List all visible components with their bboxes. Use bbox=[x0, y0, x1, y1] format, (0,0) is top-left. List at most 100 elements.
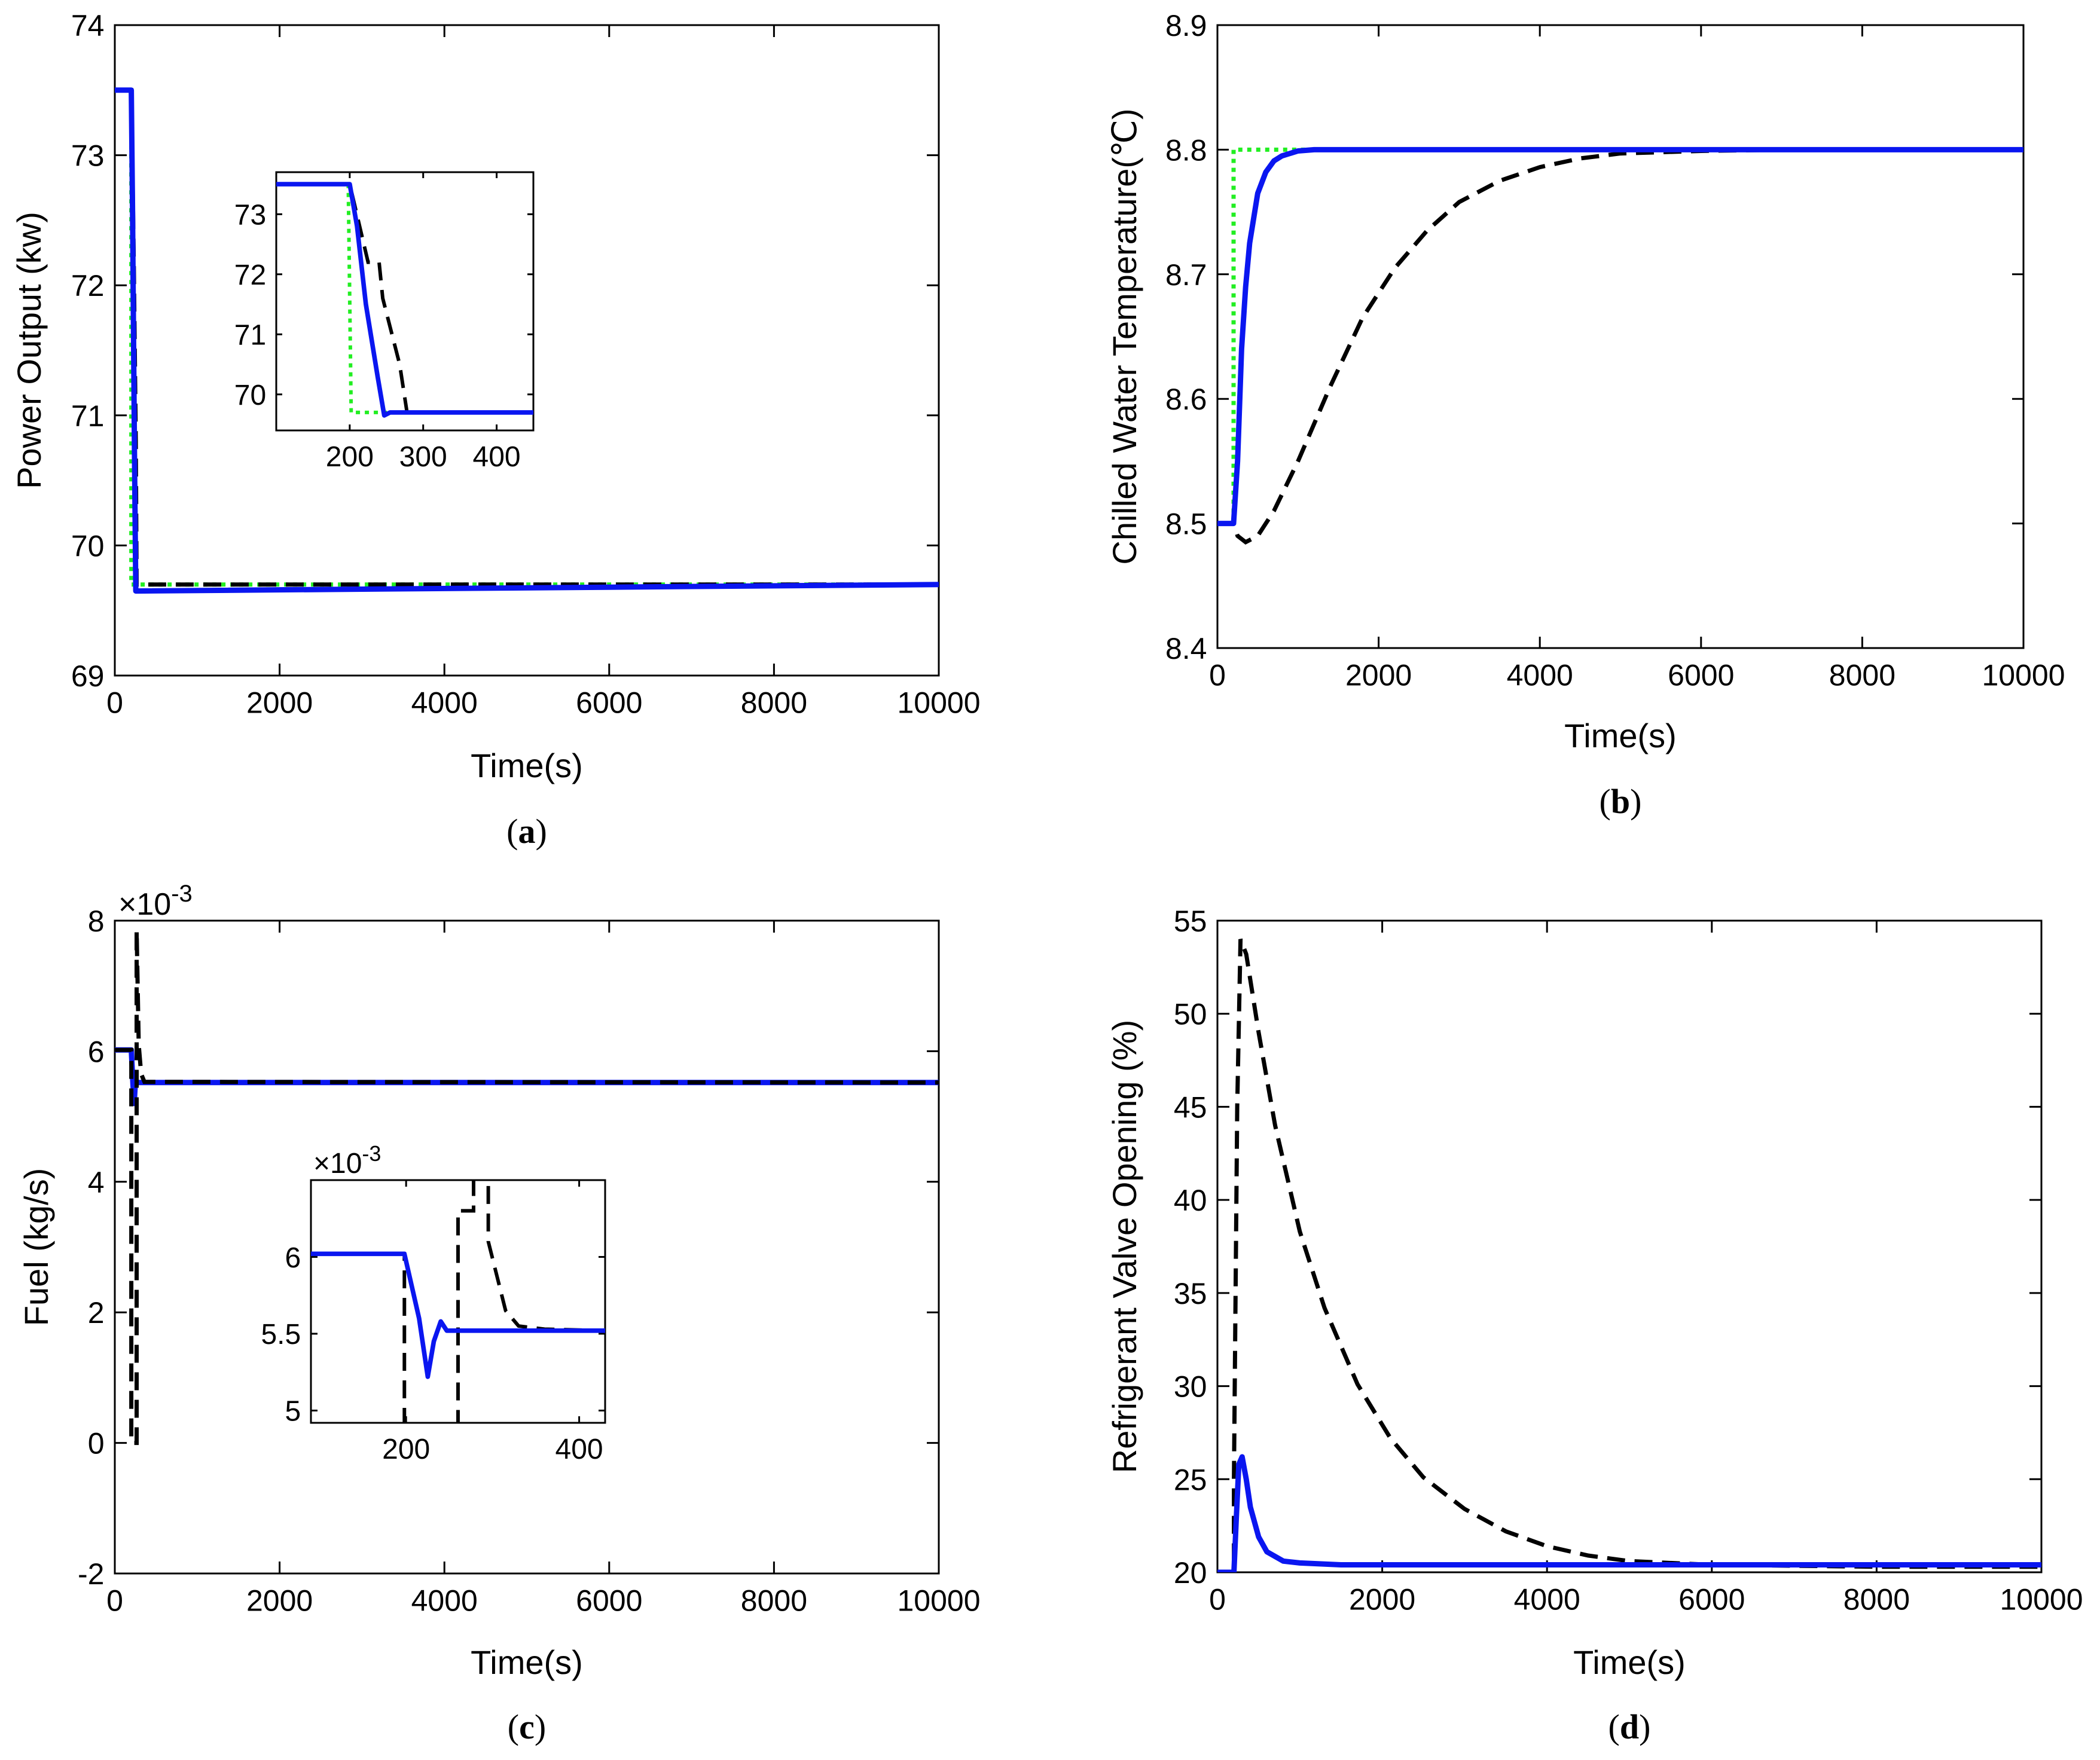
y-axis-label: Chilled Water Temperature(℃) bbox=[1106, 108, 1143, 564]
panel-caption: (c) bbox=[508, 1707, 546, 1746]
inset-y-tick-label: 72 bbox=[234, 259, 266, 291]
x-tick-label: 6000 bbox=[576, 686, 642, 720]
panel-caption: (d) bbox=[1608, 1707, 1651, 1746]
y-tick-label: 4 bbox=[88, 1166, 105, 1199]
inset-x-tick-label: 200 bbox=[326, 441, 374, 473]
series-black-dashed bbox=[115, 930, 939, 1446]
y-tick-label: 71 bbox=[71, 399, 105, 433]
exponent-power: -3 bbox=[171, 881, 193, 907]
inset-frame bbox=[275, 171, 535, 432]
y-tick-label: 73 bbox=[71, 139, 105, 173]
inset-x-tick-label: 400 bbox=[473, 441, 521, 473]
y-tick-label: 8.5 bbox=[1165, 508, 1207, 541]
inset-exponent-base: ×10 bbox=[313, 1148, 362, 1180]
x-tick-label: 0 bbox=[106, 1584, 123, 1618]
y-tick-label: 55 bbox=[1174, 905, 1207, 938]
y-tick-label: -2 bbox=[78, 1557, 104, 1591]
panel-letter: a bbox=[518, 812, 536, 851]
exponent-label: ×10-3 bbox=[118, 881, 193, 922]
inset-exponent-power: -3 bbox=[362, 1141, 381, 1166]
x-axis-label: Time(s) bbox=[1573, 1643, 1686, 1681]
y-tick-label: 70 bbox=[71, 529, 105, 563]
series-blue-solid bbox=[1217, 1454, 2041, 1572]
inset-y-tick-label: 73 bbox=[234, 200, 266, 231]
x-tick-label: 4000 bbox=[1514, 1583, 1580, 1617]
x-tick-label: 10000 bbox=[2000, 1583, 2083, 1617]
series-black-dashed bbox=[1217, 938, 2041, 1572]
y-tick-label: 6 bbox=[88, 1035, 105, 1068]
series-blue-solid bbox=[311, 1251, 605, 1379]
panel-caption: (a) bbox=[506, 812, 547, 851]
series-blue-solid bbox=[115, 1047, 939, 1107]
y-tick-label: 50 bbox=[1174, 998, 1207, 1031]
y-tick-label: 72 bbox=[71, 269, 105, 302]
series-green-dotted bbox=[1217, 147, 2023, 526]
y-tick-label: 8.8 bbox=[1165, 133, 1207, 167]
x-tick-label: 2000 bbox=[246, 686, 313, 720]
inset-y-tick-label: 71 bbox=[234, 320, 266, 352]
panel-d: 0 2000 4000 6000 8000 10000 20 25 30 35 40 45 50 55 T… bbox=[1106, 905, 2083, 1746]
y-tick-label: 0 bbox=[88, 1427, 105, 1460]
series-black-dashed bbox=[311, 1180, 605, 1423]
y-tick-label: 35 bbox=[1174, 1277, 1207, 1310]
x-tick-label: 8000 bbox=[1843, 1583, 1910, 1617]
inset-y-tick-label: 5.5 bbox=[261, 1319, 301, 1350]
y-tick-label: 74 bbox=[71, 9, 105, 42]
inset-y-tick-label: 5 bbox=[285, 1396, 301, 1428]
inset-y-tick-label: 70 bbox=[234, 380, 266, 411]
plot-frame bbox=[1216, 24, 2025, 649]
x-axis-label: Time(s) bbox=[471, 747, 583, 784]
x-tick-label: 8000 bbox=[741, 1584, 807, 1618]
x-tick-label: 10000 bbox=[897, 686, 980, 720]
y-tick-label: 8.7 bbox=[1165, 258, 1207, 292]
inset-x-tick-label: 200 bbox=[382, 1434, 430, 1465]
y-tick-label: 8.6 bbox=[1165, 383, 1207, 416]
y-tick-label: 25 bbox=[1174, 1463, 1207, 1496]
y-tick-label: 30 bbox=[1174, 1370, 1207, 1404]
x-tick-label: 0 bbox=[106, 686, 123, 720]
x-tick-label: 6000 bbox=[576, 1584, 642, 1618]
y-tick-label: 8 bbox=[88, 905, 105, 938]
y-tick-label: 8.4 bbox=[1165, 632, 1207, 665]
panel-caption: (b) bbox=[1600, 782, 1642, 821]
inset-x-tick-label: 300 bbox=[399, 441, 447, 473]
x-tick-label: 6000 bbox=[1668, 659, 1734, 692]
x-tick-label: 4000 bbox=[411, 686, 478, 720]
x-tick-label: 2000 bbox=[1345, 659, 1412, 692]
series-black-dashed bbox=[1217, 147, 2023, 545]
x-tick-label: 0 bbox=[1209, 1583, 1226, 1617]
inset-x-tick-label: 400 bbox=[555, 1434, 603, 1465]
x-tick-label: 10000 bbox=[897, 1584, 980, 1618]
y-axis-label: Power Output (kw) bbox=[10, 212, 48, 489]
panel-letter: d bbox=[1620, 1707, 1639, 1746]
x-tick-label: 8000 bbox=[1829, 659, 1896, 692]
panel-b: 0 2000 4000 6000 8000 10000 8.4 8.5 8.6 8.7 8.8 8.9… bbox=[1106, 9, 2065, 821]
series-blue-solid bbox=[115, 87, 939, 594]
y-axis-label: Refrigerant Valve Opening (%) bbox=[1106, 1020, 1143, 1473]
x-tick-label: 2000 bbox=[1349, 1583, 1415, 1617]
y-tick-label: 8.9 bbox=[1165, 9, 1207, 42]
y-tick-label: 45 bbox=[1174, 1090, 1207, 1124]
x-axis-label: Time(s) bbox=[471, 1643, 583, 1681]
plot-frame bbox=[1216, 919, 2043, 1573]
x-tick-label: 8000 bbox=[741, 686, 807, 720]
panel-a: 0 2000 4000 6000 8000 10000 69 70 71 72 73 74 200 30… bbox=[10, 9, 981, 851]
x-tick-label: 2000 bbox=[246, 1584, 313, 1618]
x-tick-label: 0 bbox=[1209, 659, 1226, 692]
exponent-base: ×10 bbox=[118, 887, 171, 922]
y-tick-label: 40 bbox=[1174, 1184, 1207, 1217]
panel-letter: b bbox=[1611, 782, 1630, 821]
x-tick-label: 10000 bbox=[1982, 659, 2065, 692]
y-tick-label: 69 bbox=[71, 659, 105, 693]
x-axis-label: Time(s) bbox=[1564, 717, 1677, 754]
x-tick-label: 4000 bbox=[1507, 659, 1573, 692]
y-tick-label: 2 bbox=[88, 1296, 105, 1330]
panel-letter: c bbox=[519, 1707, 535, 1746]
series-blue-solid bbox=[1217, 146, 2023, 527]
x-tick-label: 4000 bbox=[411, 1584, 478, 1618]
plot-frame bbox=[114, 919, 940, 1575]
x-tick-label: 6000 bbox=[1678, 1583, 1745, 1617]
y-axis-label: Fuel (kg/s) bbox=[17, 1168, 55, 1327]
plot-frame bbox=[114, 24, 940, 677]
